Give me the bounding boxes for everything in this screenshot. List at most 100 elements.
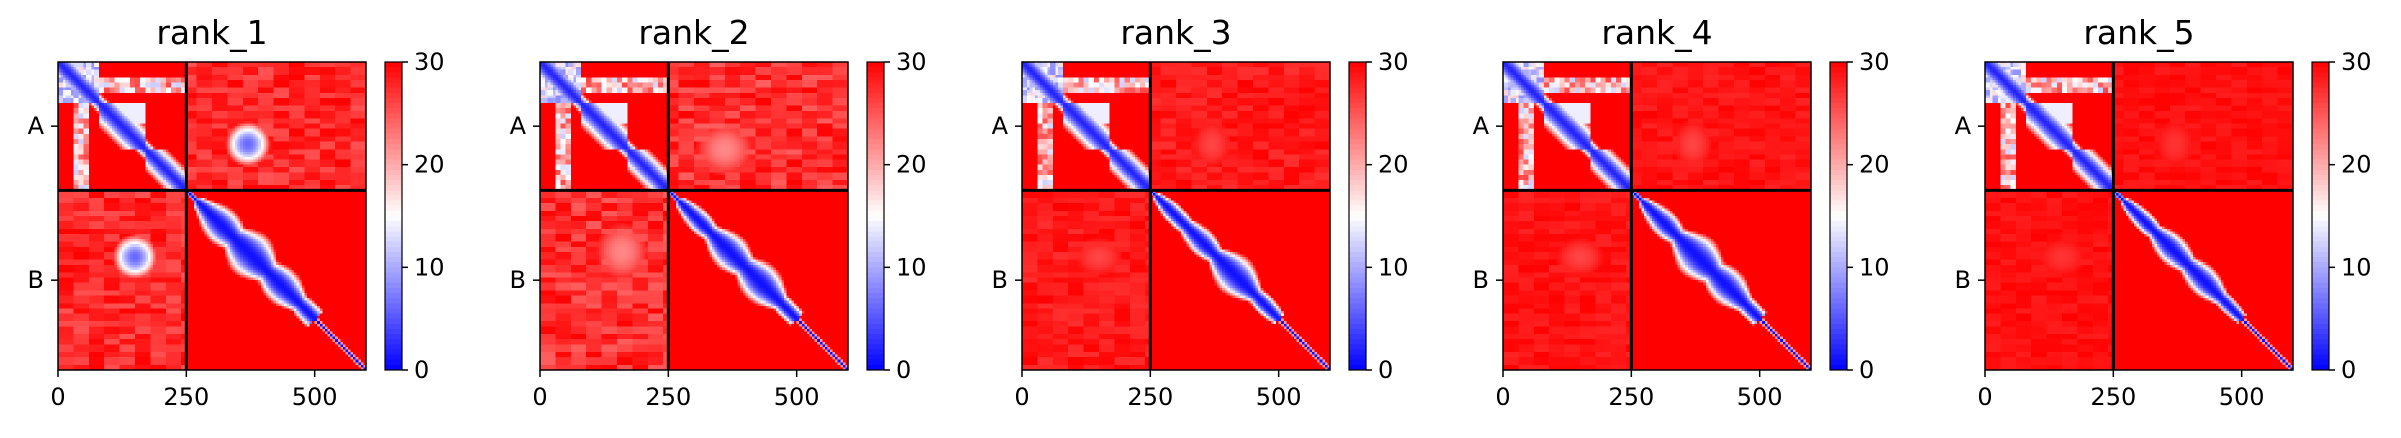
heatmap-cell: [335, 67, 338, 70]
heatmap-cell: [225, 67, 228, 70]
heatmap-cell: [220, 65, 223, 68]
heatmap-cell: [153, 65, 156, 68]
heatmap-cell: [348, 65, 351, 68]
heatmap-cell: [76, 70, 79, 73]
heatmap-cell: [328, 65, 331, 68]
heatmap-cell: [222, 70, 225, 73]
heatmap-cell: [361, 65, 364, 68]
heatmap-cell: [284, 65, 287, 68]
heatmap-cell: [220, 67, 223, 70]
heatmap-cell: [356, 67, 359, 70]
heatmap-cell: [79, 67, 82, 70]
heatmap-cell: [274, 67, 277, 70]
heatmap-cell: [338, 67, 341, 70]
heatmap-cell: [117, 65, 120, 68]
heatmap-cell: [174, 65, 177, 68]
heatmap-cell: [294, 65, 297, 68]
heatmap-cell: [276, 67, 279, 70]
heatmap-cell: [251, 65, 254, 68]
heatmap-cell: [263, 65, 266, 68]
heatmap-cell: [322, 67, 325, 70]
heatmap-cell: [66, 67, 69, 70]
heatmap-cell: [312, 67, 315, 70]
heatmap-cell: [86, 65, 89, 68]
heatmap-cell: [66, 70, 69, 73]
heatmap-cell: [145, 70, 148, 73]
heatmap-cell: [125, 65, 128, 68]
heatmap-cell: [261, 67, 264, 70]
heatmap-cell: [263, 67, 266, 70]
heatmap-cell: [89, 67, 92, 70]
heatmap-cell: [338, 65, 341, 68]
heatmap-cell: [353, 65, 356, 68]
heatmap-cell: [238, 67, 241, 70]
heatmap-cell: [320, 67, 323, 70]
heatmap-cell: [191, 65, 194, 68]
heatmap-cell: [304, 65, 307, 68]
heatmap-cell: [238, 70, 241, 73]
heatmap-cell: [297, 65, 300, 68]
heatmap-cell: [286, 67, 289, 70]
heatmap-cell: [299, 65, 302, 68]
heatmap-cell: [97, 67, 100, 70]
heatmap-cell: [135, 67, 138, 70]
heatmap-cell: [256, 65, 259, 68]
heatmap-cell: [125, 67, 128, 70]
heatmap-cell: [204, 70, 207, 73]
heatmap-cell: [156, 70, 159, 73]
heatmap-cell: [281, 65, 284, 68]
heatmap-cell: [73, 67, 76, 70]
heatmap-cell: [63, 65, 66, 68]
heatmap-cell: [292, 67, 295, 70]
heatmap-cell: [274, 65, 277, 68]
heatmap-cell: [122, 67, 125, 70]
heatmap-cell: [261, 65, 264, 68]
heatmap-cell: [174, 67, 177, 70]
heatmap-cell: [330, 65, 333, 68]
heatmap-cell: [207, 70, 210, 73]
heatmap-cell: [102, 67, 105, 70]
heatmap-cell: [217, 70, 220, 73]
heatmap-cell: [135, 70, 138, 73]
heatmap-cell: [233, 65, 236, 68]
heatmap-cell: [107, 65, 110, 68]
heatmap-cell: [71, 65, 74, 68]
heatmap-cell: [330, 67, 333, 70]
heatmap-cell: [63, 67, 66, 70]
heatmap-cell: [340, 65, 343, 68]
heatmap-cell: [227, 65, 230, 68]
heatmap-cell: [68, 67, 71, 70]
heatmap-cell: [181, 70, 184, 73]
heatmap-cell: [138, 70, 141, 73]
heatmap-cell: [97, 70, 100, 73]
heatmap-cell: [204, 67, 207, 70]
heatmap-cell: [130, 70, 133, 73]
heatmap-cell: [225, 65, 228, 68]
heatmap-cell: [104, 65, 107, 68]
heatmap-cell: [114, 65, 117, 68]
heatmap-cell: [63, 70, 66, 73]
heatmap-cell: [130, 65, 133, 68]
heatmap-cell: [73, 70, 76, 73]
heatmap-cell: [99, 67, 102, 70]
heatmap-cell: [353, 67, 356, 70]
heatmap-cell: [302, 67, 305, 70]
heatmap-cell: [86, 70, 89, 73]
heatmap-cell: [197, 70, 200, 73]
heatmap-cell: [179, 65, 182, 68]
heatmap-cell: [325, 65, 328, 68]
heatmap-cell: [245, 67, 248, 70]
heatmap-cell: [150, 67, 153, 70]
heatmap-cell: [76, 67, 79, 70]
heatmap-cell: [209, 67, 212, 70]
heatmap-cell: [140, 67, 143, 70]
heatmap-cell: [61, 67, 64, 70]
heatmap-cell: [150, 65, 153, 68]
heatmap-cell: [315, 65, 318, 68]
heatmap-cell: [320, 65, 323, 68]
heatmap-cell: [158, 67, 161, 70]
heatmap-cell: [351, 67, 354, 70]
heatmap-cell: [294, 67, 297, 70]
heatmap-cell: [215, 70, 218, 73]
heatmap-cell: [230, 67, 233, 70]
